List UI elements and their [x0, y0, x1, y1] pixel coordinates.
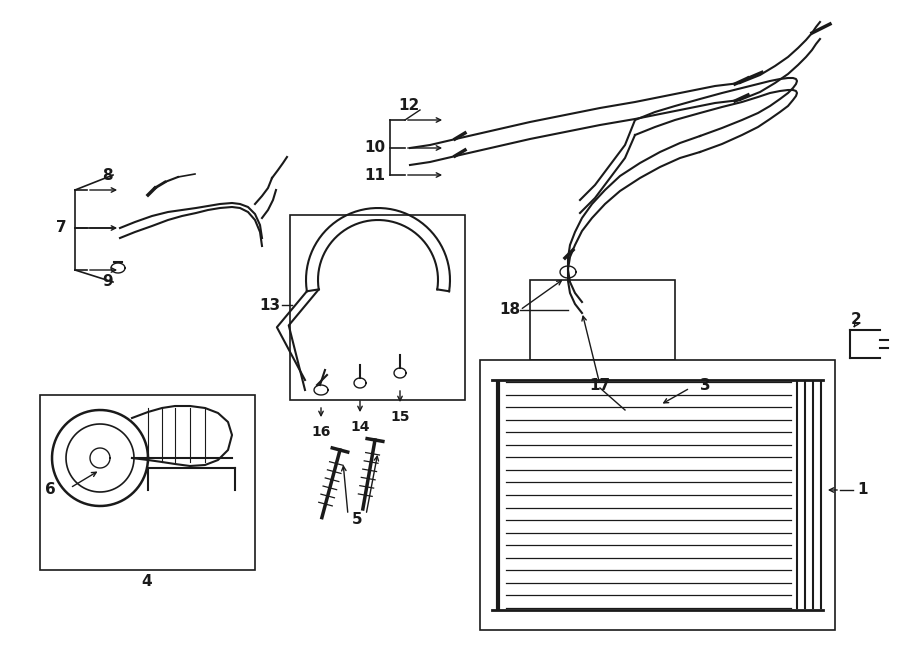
Text: 14: 14: [350, 420, 370, 434]
Bar: [40, 395, 255, 570]
Text: 6: 6: [45, 483, 56, 498]
Text: 1: 1: [857, 483, 868, 498]
Text: 9: 9: [103, 274, 113, 290]
Text: 8: 8: [103, 167, 113, 182]
Bar: [480, 360, 835, 630]
Text: 10: 10: [364, 141, 385, 155]
Text: 12: 12: [399, 98, 420, 112]
Text: 3: 3: [700, 377, 711, 393]
Text: 4: 4: [141, 574, 152, 590]
Text: 7: 7: [57, 221, 67, 235]
Text: 17: 17: [590, 377, 610, 393]
Text: 2: 2: [850, 313, 861, 327]
Bar: [530, 280, 675, 360]
Text: 18: 18: [499, 303, 520, 317]
Text: 5: 5: [352, 512, 363, 527]
Bar: [290, 215, 465, 400]
Text: 16: 16: [311, 425, 330, 439]
Text: 13: 13: [259, 297, 280, 313]
Text: 11: 11: [364, 167, 385, 182]
Text: 15: 15: [391, 410, 410, 424]
